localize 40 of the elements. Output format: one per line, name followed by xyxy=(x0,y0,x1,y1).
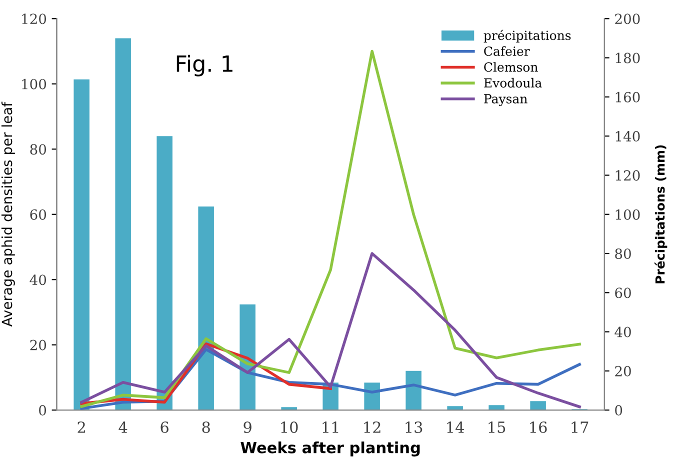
x-tick-label: 14 xyxy=(447,421,464,433)
y-tick-label: 40 xyxy=(30,274,46,286)
x-axis-title: Weeks after planting xyxy=(240,442,420,456)
y2-tick-label: 40 xyxy=(614,326,631,338)
x-tick-label: 12 xyxy=(364,421,380,433)
legend-label: précipitations xyxy=(484,30,571,42)
legend-label: Cafeier xyxy=(484,46,530,56)
x-tick-label: 2 xyxy=(78,421,85,433)
y2-tick-label: 100 xyxy=(616,209,640,220)
x-tick-label: 9 xyxy=(244,421,252,434)
x-tick-label: 6 xyxy=(160,421,168,434)
y2-tick-label: 80 xyxy=(615,248,631,259)
y2-axis-title: Précipitations (mm) xyxy=(654,145,668,284)
legend-label: Evodoula xyxy=(484,78,542,88)
y-tick-label: 20 xyxy=(30,340,46,350)
x-tick-label: 17 xyxy=(572,421,588,433)
y-axis-title: Average aphid densities per leaf xyxy=(1,102,15,327)
y-tick-label: 0 xyxy=(39,405,46,416)
y2-tick-label: 160 xyxy=(616,92,640,102)
x-tick-label: 4 xyxy=(118,421,128,433)
legend-label: Clemson xyxy=(484,62,538,72)
y2-tick-label: 180 xyxy=(616,52,640,64)
y-tick-label: 100 xyxy=(22,78,46,90)
y2-tick-label: 200 xyxy=(615,14,640,24)
x-tick-label: 13 xyxy=(406,421,422,434)
legend-label: Paysan xyxy=(484,94,528,106)
annotation: Fig. 1 xyxy=(176,54,232,76)
x-tick-label: 8 xyxy=(202,421,210,434)
x-tick-label: 10 xyxy=(281,421,298,434)
x-tick-label: 15 xyxy=(488,421,506,434)
y2-tick-label: 0 xyxy=(615,405,622,416)
y2-tick-label: 140 xyxy=(616,131,640,142)
y2-tick-label: 20 xyxy=(615,366,631,376)
y2-tick-label: 120 xyxy=(616,170,640,181)
y-tick-label: 120 xyxy=(22,14,46,24)
y-tick-label: 80 xyxy=(30,144,46,155)
y2-tick-label: 60 xyxy=(615,288,631,298)
y-tick-label: 60 xyxy=(30,209,46,220)
x-tick-label: 16 xyxy=(530,421,547,434)
x-tick-label: 11 xyxy=(322,421,338,433)
